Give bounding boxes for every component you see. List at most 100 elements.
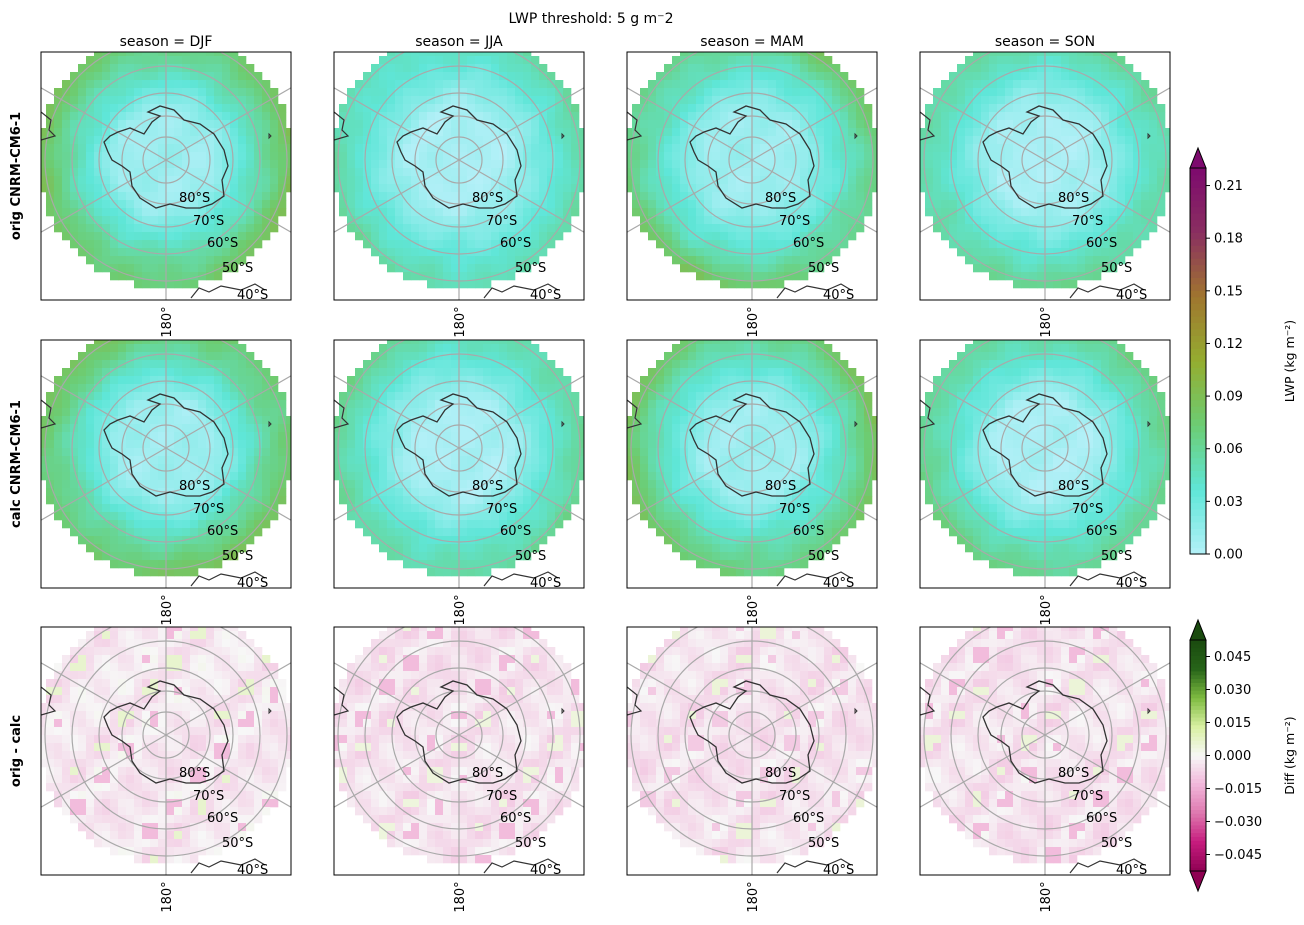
data-cell xyxy=(371,416,380,425)
latitude-label: 70°S xyxy=(779,214,810,229)
data-cell xyxy=(206,272,215,281)
data-cell xyxy=(443,340,452,345)
data-cell xyxy=(491,264,500,273)
data-cell xyxy=(744,168,753,177)
data-cell xyxy=(262,128,271,137)
data-cell xyxy=(539,232,548,241)
data-cell xyxy=(142,120,151,129)
data-cell xyxy=(816,216,825,225)
data-cell xyxy=(728,200,737,209)
data-cell xyxy=(198,168,207,177)
data-cell xyxy=(483,136,492,145)
data-cell xyxy=(214,56,223,65)
data-cell xyxy=(190,328,198,336)
data-cell xyxy=(1069,136,1078,145)
data-cell xyxy=(403,224,412,233)
data-cell xyxy=(784,176,793,185)
data-cell xyxy=(640,104,649,113)
data-cell xyxy=(1005,264,1014,273)
data-cell xyxy=(816,224,825,233)
data-cell xyxy=(102,416,111,425)
south-america-coastline xyxy=(334,111,350,141)
data-cell xyxy=(824,216,833,225)
data-cell xyxy=(664,208,673,217)
data-cell xyxy=(102,264,111,273)
data-cell xyxy=(86,88,95,97)
data-cell xyxy=(1085,272,1094,281)
data-cell xyxy=(459,440,468,449)
data-cell xyxy=(435,344,444,353)
data-cell xyxy=(933,128,942,137)
data-cell xyxy=(555,184,564,193)
data-cell xyxy=(363,376,372,385)
data-cell xyxy=(158,72,167,81)
data-cell xyxy=(254,72,263,81)
data-cell xyxy=(387,360,396,369)
data-cell xyxy=(539,72,548,81)
data-cell xyxy=(997,136,1006,145)
data-cell xyxy=(222,376,231,385)
data-cell xyxy=(752,184,761,193)
data-cell xyxy=(1045,136,1054,145)
data-cell xyxy=(246,384,255,393)
data-cell xyxy=(387,456,396,465)
data-cell xyxy=(206,340,215,345)
data-cell xyxy=(166,264,175,273)
data-cell xyxy=(523,392,532,401)
data-cell xyxy=(262,232,271,241)
data-cell xyxy=(174,152,183,161)
data-cell xyxy=(965,216,974,225)
data-cell xyxy=(78,208,87,217)
data-cell xyxy=(672,232,681,241)
data-cell xyxy=(1117,120,1126,129)
data-cell xyxy=(563,152,572,161)
data-cell xyxy=(491,64,500,73)
data-cell xyxy=(134,368,143,377)
data-cell xyxy=(459,192,468,201)
data-cell xyxy=(499,376,508,385)
data-cell xyxy=(579,464,584,473)
data-cell xyxy=(230,536,239,545)
data-cell xyxy=(118,560,127,569)
data-cell xyxy=(680,144,689,153)
data-cell xyxy=(270,440,279,449)
data-cell xyxy=(142,96,151,105)
data-cell xyxy=(555,520,564,529)
data-cell xyxy=(118,192,127,201)
data-cell xyxy=(379,344,388,353)
data-cell xyxy=(230,496,239,505)
row-label: orig CNRM-CM6-1 xyxy=(9,112,24,240)
data-cell xyxy=(222,480,231,489)
data-cell xyxy=(54,488,63,497)
data-cell xyxy=(632,152,641,161)
data-cell xyxy=(150,128,159,137)
data-cell xyxy=(515,384,524,393)
data-cell xyxy=(459,384,468,393)
data-cell xyxy=(491,416,500,425)
data-cell xyxy=(949,96,958,105)
data-cell xyxy=(483,448,492,457)
data-cell xyxy=(142,440,151,449)
data-cell xyxy=(1141,232,1150,241)
data-cell xyxy=(435,216,444,225)
latitude-label: 70°S xyxy=(193,502,224,517)
data-cell xyxy=(1021,96,1030,105)
data-cell xyxy=(62,392,71,401)
data-cell xyxy=(475,512,484,521)
data-cell xyxy=(965,120,974,129)
data-cell xyxy=(499,536,508,545)
data-cell xyxy=(941,96,950,105)
data-cell xyxy=(355,408,364,417)
data-cell xyxy=(222,472,231,481)
data-cell xyxy=(475,552,484,561)
data-cell xyxy=(784,120,793,129)
data-cell xyxy=(238,88,247,97)
data-cell xyxy=(150,472,159,481)
data-cell xyxy=(142,528,151,537)
data-cell xyxy=(1021,200,1030,209)
data-cell xyxy=(102,448,111,457)
data-cell xyxy=(222,52,231,57)
data-cell xyxy=(523,144,532,153)
data-cell xyxy=(222,456,231,465)
data-cell xyxy=(270,152,279,161)
